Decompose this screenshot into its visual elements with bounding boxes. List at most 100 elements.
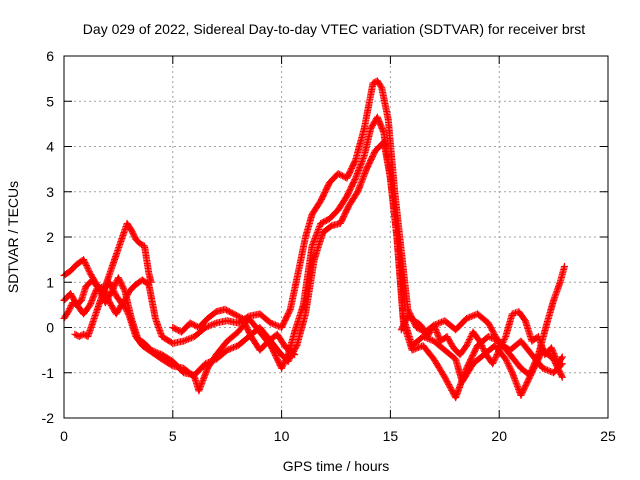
data-point xyxy=(490,357,498,365)
series-sat-c xyxy=(60,138,568,402)
data-point xyxy=(231,343,239,351)
data-point xyxy=(494,348,502,356)
data-point xyxy=(397,326,405,334)
x-axis: 0 5 10 15 20 25 xyxy=(60,56,616,444)
data-point xyxy=(539,364,547,372)
data-point xyxy=(502,355,510,363)
data-point xyxy=(492,354,500,362)
data-point xyxy=(499,339,507,347)
data-point xyxy=(109,286,117,294)
data-point xyxy=(155,349,163,357)
data-point xyxy=(484,333,492,341)
data-point xyxy=(120,286,128,294)
data-point xyxy=(543,366,551,374)
data-point xyxy=(558,353,566,361)
data-point xyxy=(65,306,73,314)
data-point xyxy=(64,308,72,316)
series-sat-f xyxy=(397,308,566,368)
y-axis-label: SDTVAR / TECUs xyxy=(5,181,21,293)
data-point xyxy=(110,283,118,291)
data-point xyxy=(152,348,160,356)
data-point xyxy=(463,314,471,322)
data-point xyxy=(399,321,407,329)
data-point xyxy=(398,324,406,332)
data-point xyxy=(117,278,125,286)
data-point xyxy=(477,340,485,348)
data-point xyxy=(229,344,237,352)
data-point xyxy=(481,348,489,356)
data-point xyxy=(489,334,497,342)
data-point xyxy=(504,360,512,368)
data-point xyxy=(268,320,276,328)
data-point xyxy=(557,354,565,362)
data-point xyxy=(467,313,475,321)
chart-title: Day 029 of 2022, Sidereal Day-to-day VTE… xyxy=(83,21,585,37)
data-point xyxy=(466,313,474,321)
data-point xyxy=(226,345,234,353)
data-point xyxy=(228,344,236,352)
x-tick-label: 0 xyxy=(60,428,68,444)
data-point xyxy=(469,312,477,320)
data-point xyxy=(487,334,495,342)
data-point xyxy=(114,274,122,282)
data-point xyxy=(410,345,418,353)
data-point xyxy=(289,350,297,358)
x-tick-label: 25 xyxy=(600,428,616,444)
data-point xyxy=(115,275,123,283)
data-point xyxy=(278,364,286,372)
y-tick-label: 0 xyxy=(46,320,54,336)
data-point xyxy=(292,343,300,351)
y-tick-label: 4 xyxy=(46,139,54,155)
data-point xyxy=(435,319,443,327)
x-tick-label: 15 xyxy=(383,428,399,444)
data-point xyxy=(401,318,409,326)
plot-area xyxy=(60,77,568,402)
data-point xyxy=(206,358,214,366)
data-point xyxy=(496,345,504,353)
y-tick-label: 5 xyxy=(46,93,54,109)
data-point xyxy=(205,322,213,330)
data-point xyxy=(486,333,494,341)
data-point xyxy=(181,336,189,344)
data-point xyxy=(180,337,188,345)
data-point xyxy=(400,320,408,328)
data-point xyxy=(119,283,127,291)
data-point xyxy=(489,360,497,368)
y-tick-label: -1 xyxy=(42,365,55,381)
data-point xyxy=(411,345,419,353)
data-point xyxy=(127,226,135,234)
data-point xyxy=(489,358,497,366)
data-point xyxy=(506,364,514,372)
data-point xyxy=(399,323,407,331)
data-point xyxy=(209,356,217,364)
plot-frame xyxy=(63,55,609,419)
data-point xyxy=(80,256,88,264)
data-point xyxy=(507,366,515,374)
data-point xyxy=(505,361,513,369)
data-point xyxy=(225,345,233,353)
x-tick-label: 10 xyxy=(274,428,290,444)
data-point xyxy=(208,357,216,365)
data-point xyxy=(464,314,472,322)
data-point xyxy=(267,319,275,327)
data-point xyxy=(558,373,566,381)
data-point xyxy=(476,339,484,347)
data-point xyxy=(109,284,117,292)
y-tick-label: 6 xyxy=(46,48,54,64)
data-point xyxy=(501,334,509,342)
y-tick-label: 3 xyxy=(46,184,54,200)
data-point xyxy=(278,363,286,371)
data-point xyxy=(493,351,501,359)
data-point xyxy=(108,287,116,295)
data-point xyxy=(279,361,287,369)
data-point xyxy=(187,334,195,342)
data-point xyxy=(498,340,506,348)
data-point xyxy=(119,284,127,292)
data-point xyxy=(147,278,155,286)
data-point xyxy=(402,317,410,325)
data-point xyxy=(117,280,125,288)
data-point xyxy=(81,259,89,267)
data-point xyxy=(492,336,500,344)
data-point xyxy=(542,366,550,374)
data-point xyxy=(96,287,104,295)
